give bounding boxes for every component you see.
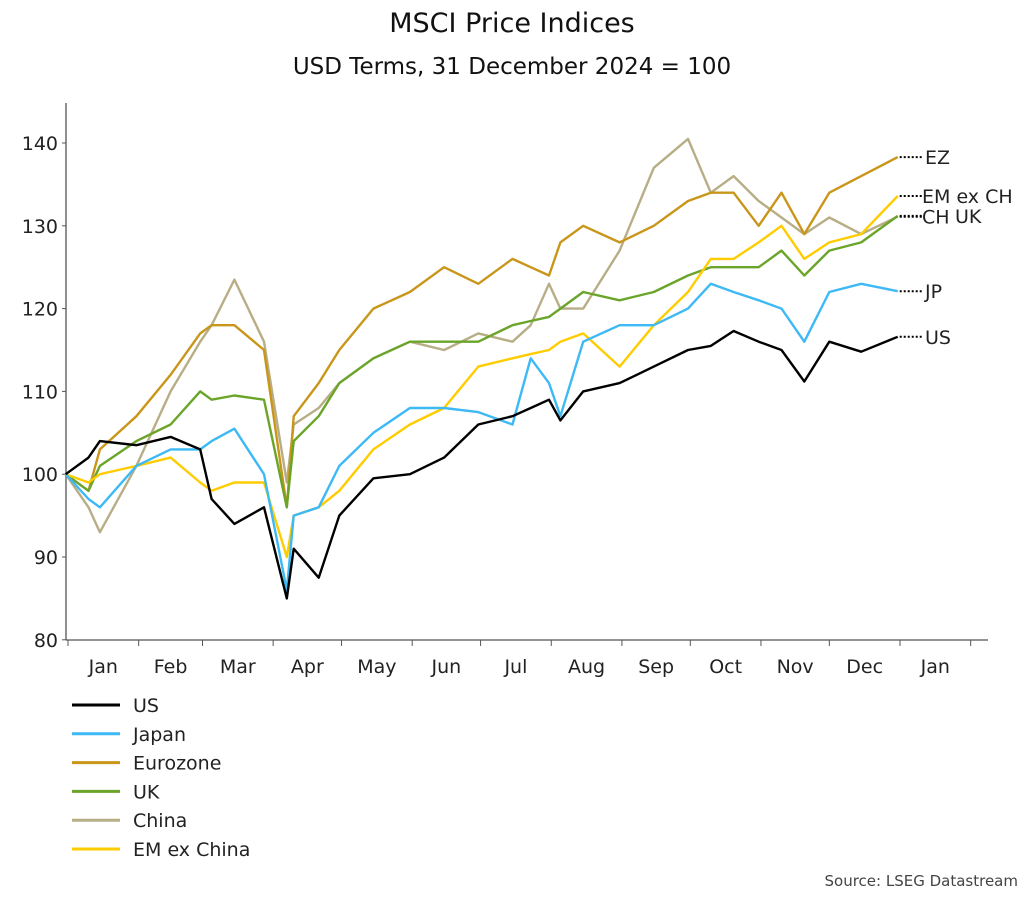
x-tick-label: Oct: [709, 656, 742, 678]
chart-subtitle: USD Terms, 31 December 2024 = 100: [292, 54, 732, 80]
y-tick-label: 90: [34, 547, 58, 569]
x-tick-label: Aug: [568, 656, 605, 678]
end-label-ch: CH: [922, 207, 950, 229]
y-tick-label: 110: [22, 381, 58, 403]
x-tick-label: Jan: [920, 656, 950, 678]
legend-label: Eurozone: [133, 753, 221, 775]
x-tick-label: Sep: [638, 656, 674, 678]
legend-label: China: [133, 810, 187, 832]
legend-label: UK: [133, 781, 160, 803]
y-tick-label: 120: [22, 299, 58, 321]
x-tick-label: Jun: [431, 656, 462, 678]
end-label-us: US: [925, 327, 951, 349]
legend-label: US: [133, 695, 159, 717]
x-tick-label: Apr: [291, 656, 324, 678]
legend-label: EM ex China: [133, 839, 250, 861]
series-line-china: [64, 137, 899, 534]
end-label-uk: UK: [955, 206, 982, 228]
x-tick-label: Feb: [154, 656, 188, 678]
source-note: Source: LSEG Datastream: [824, 872, 1018, 890]
x-tick-label: Mar: [220, 656, 256, 678]
y-tick-label: 130: [22, 216, 58, 238]
y-tick-label: 80: [34, 630, 58, 652]
y-tick-label: 140: [22, 133, 58, 155]
x-tick-label: May: [357, 656, 396, 678]
chart-title: MSCI Price Indices: [389, 8, 635, 39]
y-tick-label: 100: [22, 464, 58, 486]
end-label-em-ex-ch: EM ex CH: [922, 186, 1013, 208]
legend-label: Japan: [132, 724, 186, 746]
series-line-em-ex-china: [65, 195, 899, 559]
x-tick-label: Nov: [777, 656, 814, 678]
end-label-ez: EZ: [925, 147, 950, 169]
series-line-japan: [64, 282, 898, 592]
x-tick-label: Jan: [88, 656, 118, 678]
series-line-uk: [64, 214, 899, 509]
x-tick-label: Dec: [846, 656, 883, 678]
end-label-jp: JP: [924, 281, 942, 303]
x-tick-label: Jul: [503, 656, 527, 678]
series-line-eurozone: [64, 156, 899, 509]
series-line-us: [64, 329, 899, 600]
